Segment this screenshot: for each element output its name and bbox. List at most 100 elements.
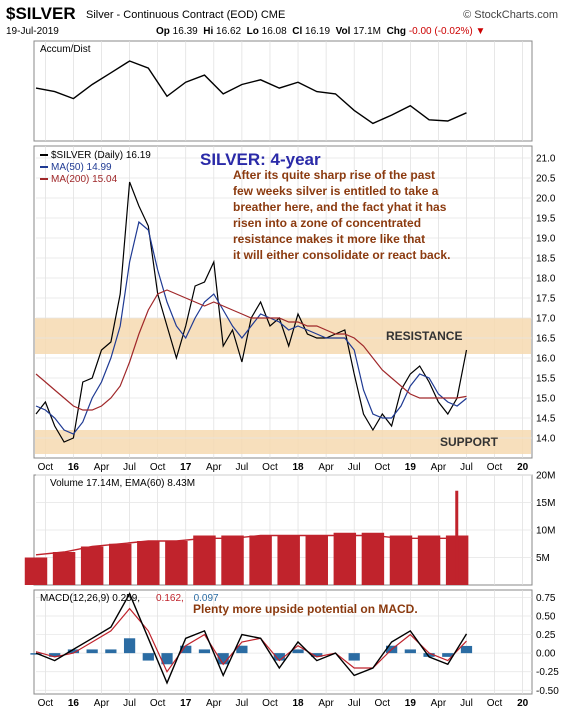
high-label: Hi (203, 26, 214, 37)
volume-bar (221, 535, 244, 585)
annotation-line: After its quite sharp rise of the past (233, 168, 435, 182)
macd-histogram-bar (123, 638, 136, 654)
price-tick-label: 19.5 (536, 214, 556, 225)
x-tick-label: 20 (517, 698, 529, 709)
price-tick-label: 18.0 (536, 274, 556, 285)
x-tick-label: Oct (374, 698, 390, 709)
x-tick-label: Jul (123, 462, 136, 473)
price-tick-label: 16.0 (536, 354, 556, 365)
price-tick-label: 20.5 (536, 174, 556, 185)
volume-tick-label: 10M (536, 526, 555, 537)
macd-annotation: Plenty more upside potential on MACD. (193, 602, 418, 616)
price-legend-entry: MA(200) 15.04 (51, 174, 118, 185)
annotation-line: breather here, and the fact yhat it has (233, 200, 447, 214)
symbol-description: Silver - Continuous Contract (EOD) CME (86, 9, 285, 21)
x-tick-label: Apr (318, 698, 334, 709)
open-label: Op (156, 26, 170, 37)
annotation-line: few weeks silver is entitled to take a (233, 184, 439, 198)
accum-dist-legend: Accum/Dist (40, 44, 91, 55)
macd-histogram-bar (86, 649, 98, 654)
x-tick-label: Jul (348, 698, 361, 709)
x-tick-label: Oct (150, 462, 166, 473)
open-value: 16.39 (172, 26, 198, 37)
macd-histogram-bar (30, 653, 42, 655)
macd-histogram-bar (161, 653, 173, 665)
x-tick-label: Jul (460, 462, 473, 473)
volume-bar (389, 535, 413, 585)
ma200-line (35, 289, 467, 411)
macd-histogram-bar (142, 653, 154, 661)
price-tick-label: 17.5 (536, 294, 556, 305)
description-text: Silver - Continuous Contract (EOD) (86, 9, 258, 21)
x-tick-label: Jul (123, 698, 136, 709)
x-tick-label: 19 (405, 698, 417, 709)
macd-histogram-bar (404, 649, 416, 654)
macd-signal-line (35, 607, 467, 673)
close-value: 16.19 (305, 26, 331, 37)
source-logo: © StockCharts.com (463, 9, 558, 21)
volume-ema-line (35, 534, 467, 556)
support-band (35, 430, 531, 454)
volume-bar (417, 535, 441, 585)
macd-legend-entry: 0.162, (156, 593, 184, 604)
volume-bar (108, 543, 132, 585)
x-tick-label: Oct (487, 698, 503, 709)
price-tick-label: 19.0 (536, 234, 556, 245)
volume-bar (277, 535, 300, 585)
volume-bar (52, 552, 76, 585)
annotation-line: resistance makes it more like that (233, 232, 425, 246)
x-tick-label: 18 (292, 462, 304, 473)
macd-histogram-bar (273, 653, 285, 661)
volume-label: Vol (335, 26, 351, 37)
x-tick-label: 16 (68, 462, 80, 473)
chart-title: SILVER: 4-year (200, 150, 321, 169)
quote-line: Op 16.39 Hi 16.62 Lo 16.08 Cl 16.19 Vol … (156, 26, 485, 37)
macd-histogram-bar (105, 649, 117, 654)
accum-dist-panel (33, 40, 533, 142)
macd-panel (33, 589, 533, 695)
macd-legend-entry: 0.097 (194, 593, 219, 604)
price-legend-entry: $SILVER (Daily) 16.19 (51, 150, 151, 161)
x-tick-label: 16 (68, 698, 80, 709)
price-tick-label: 15.0 (536, 394, 556, 405)
volume-bar (193, 535, 216, 585)
x-tick-label: Oct (38, 698, 54, 709)
macd-histogram-bar (67, 649, 80, 654)
annotation-line: it will either consolidate or react back… (233, 248, 450, 262)
x-tick-label: Jul (235, 462, 248, 473)
x-tick-label: Apr (94, 462, 110, 473)
x-tick-label: Oct (374, 462, 390, 473)
macd-tick-label: 0.50 (536, 612, 556, 623)
price-tick-label: 18.5 (536, 254, 556, 265)
macd-histogram-bar (348, 653, 360, 661)
macd-histogram-bar (236, 645, 248, 654)
price-tick-label: 15.5 (536, 374, 556, 385)
volume-legend: Volume 17.14M, EMA(60) 8.43M (50, 478, 195, 489)
macd-tick-label: -0.25 (536, 667, 559, 678)
x-tick-label: Jul (235, 698, 248, 709)
price-tick-label: 17.0 (536, 314, 556, 325)
volume-tick-label: 5M (536, 553, 550, 564)
x-tick-label: Apr (431, 698, 447, 709)
macd-tick-label: 0.75 (536, 593, 556, 604)
x-tick-label: Oct (262, 462, 278, 473)
x-tick-label: Apr (94, 698, 110, 709)
change-value: -0.00 (-0.02%) (408, 26, 473, 37)
macd-histogram-bar (311, 653, 323, 657)
macd-histogram-bar (217, 653, 229, 665)
down-triangle-icon: ▼ (475, 26, 486, 37)
macd-line (35, 592, 468, 685)
band-label-resistance: RESISTANCE (386, 329, 462, 343)
price-tick-label: 14.0 (536, 434, 556, 445)
x-tick-label: Apr (318, 462, 334, 473)
volume-bar (165, 541, 188, 585)
price-tick-label: 20.0 (536, 194, 556, 205)
price-legend-entry: MA(50) 14.99 (51, 162, 112, 173)
volume-bar (80, 546, 104, 585)
volume-bar (361, 532, 385, 585)
macd-histogram-bar (460, 645, 473, 654)
chart-header: $SILVER Silver - Continuous Contract (EO… (0, 0, 572, 40)
volume-tick-label: 15M (536, 498, 555, 509)
x-tick-label: Apr (206, 462, 222, 473)
